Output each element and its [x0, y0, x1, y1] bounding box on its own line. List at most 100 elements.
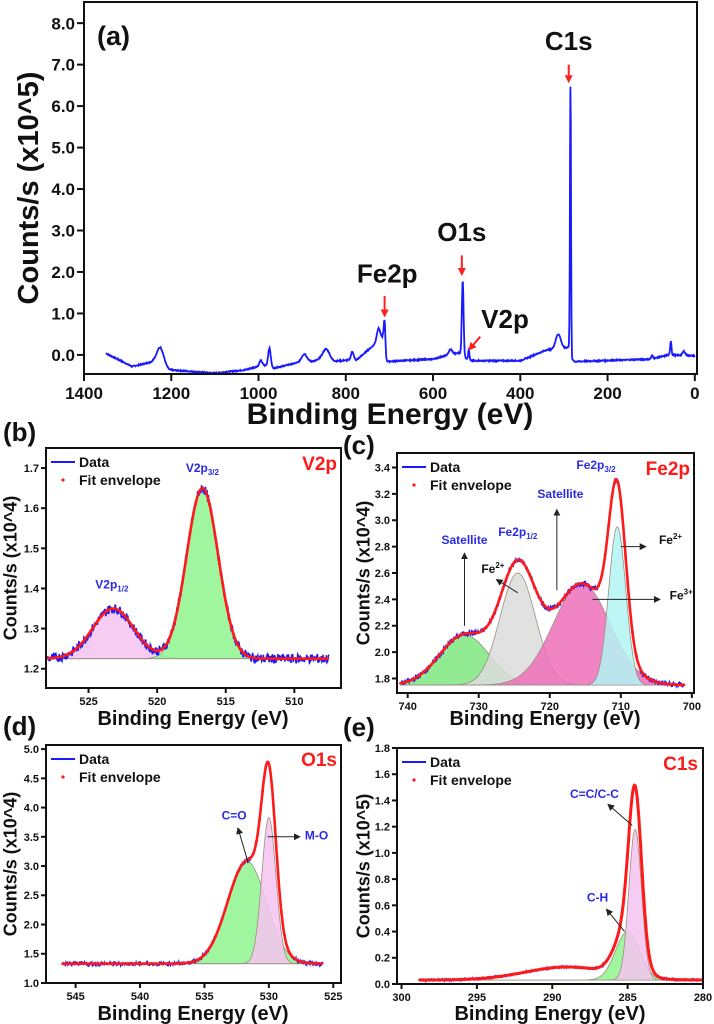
fit-envelope-dot — [503, 974, 507, 978]
legend-fit-swatch — [61, 478, 65, 482]
x-tick-label: 800 — [332, 384, 360, 403]
fit-envelope-dot — [292, 657, 296, 661]
fit-envelope-dot — [201, 486, 205, 490]
survey-spectrum-line — [105, 86, 696, 374]
fit-envelope-dot — [151, 962, 155, 966]
fit-envelope-dot — [140, 638, 144, 641]
x-tick-label: 530 — [260, 991, 278, 1003]
fit-envelope-dot — [111, 962, 115, 966]
fit-envelope-dot — [157, 649, 161, 653]
fit-envelope-dot — [544, 967, 547, 971]
fit-envelope-dot — [569, 587, 573, 591]
fit-envelope-dot — [639, 845, 643, 848]
data-line — [418, 783, 703, 984]
fit-envelope-dot — [69, 651, 73, 654]
fit-envelope-dot — [98, 962, 102, 966]
fit-envelope-dot — [416, 675, 420, 679]
peak-annotation: C-H — [587, 890, 608, 904]
fit-envelope-dot — [540, 967, 544, 971]
fit-envelope-dot — [106, 608, 110, 612]
x-axis-title: Binding Energy (eV) — [454, 1003, 645, 1024]
element-label: V2p — [302, 454, 337, 475]
fit-envelope-dot — [64, 962, 68, 966]
fit-envelope-dot — [453, 636, 457, 640]
fit-envelope-dot — [92, 962, 96, 966]
fit-envelope-dot — [448, 978, 452, 982]
plot-area — [46, 484, 330, 665]
y-tick-label: 0.6 — [375, 900, 390, 912]
fit-envelope-dot — [686, 978, 690, 982]
fit-envelope-dot — [605, 959, 609, 963]
panel-letter: (d) — [3, 711, 36, 741]
fit-envelope-dot — [220, 917, 224, 921]
fit-envelope-dot — [494, 607, 498, 611]
fit-envelope-dot — [402, 681, 406, 684]
fit-envelope-dot — [233, 879, 236, 883]
y-tick-label: 1.3 — [24, 624, 39, 636]
y-axis-title: Counts/s (x10^4) — [353, 501, 373, 646]
peak-annotation: M-O — [305, 829, 328, 843]
fit-envelope-dot — [654, 680, 658, 684]
y-tick-label: 1.5 — [24, 949, 39, 961]
fit-envelope-dot — [431, 978, 435, 982]
y-axis-title: Counts/s (x10^4) — [0, 792, 20, 937]
fit-envelope-dot — [470, 631, 474, 635]
x-tick-label: 700 — [683, 701, 701, 713]
fit-envelope-dot — [194, 500, 198, 504]
fit-envelope-dot — [114, 962, 118, 966]
fit-envelope-dot — [170, 629, 174, 632]
fit-envelope-dot — [666, 977, 670, 981]
y-tick-label: 2.0 — [51, 263, 75, 282]
fit-envelope-dot — [241, 651, 245, 654]
y-axis-title: Counts/s (x10^5) — [13, 72, 45, 305]
fit-envelope-dot — [501, 587, 505, 591]
fit-envelope-dot — [93, 623, 97, 627]
x-tick-label: 300 — [392, 992, 410, 1004]
fit-envelope-dot — [89, 628, 93, 632]
y-tick-label: 5.0 — [51, 139, 75, 158]
legend-data-label: Data — [430, 459, 461, 475]
panel-letter: (e) — [343, 712, 375, 742]
fit-envelope-dot — [435, 978, 439, 982]
y-tick-label: 1.0 — [24, 978, 39, 990]
fit-envelope-dot — [567, 965, 571, 969]
fit-envelope-dot — [214, 934, 218, 938]
fit-envelope-dot — [631, 630, 634, 634]
plot-area — [105, 86, 696, 374]
y-tick-label: 1.8 — [375, 743, 390, 755]
x-tick-label: 525 — [324, 991, 342, 1003]
fit-envelope-dot — [282, 657, 286, 661]
fit-envelope-dot — [433, 659, 437, 663]
legend-fit-label: Fit envelope — [430, 772, 512, 788]
fit-envelope-dot — [644, 675, 648, 679]
fit-envelope-dot — [484, 626, 488, 630]
fit-envelope-dot — [261, 789, 264, 793]
fit-envelope-dot — [573, 584, 576, 588]
fit-envelope-dot — [286, 946, 289, 950]
fit-envelope-dot — [316, 657, 319, 661]
fit-envelope-dot — [595, 966, 598, 970]
panel-e: Data Fit envelope C1s C=C/C-C C-H 300 295 290 28… — [343, 712, 712, 1024]
fit-envelope-dot — [192, 959, 196, 963]
plot-frame — [45, 744, 342, 984]
fit-envelope-dot — [682, 683, 686, 687]
fit-envelope-dot — [496, 975, 500, 979]
fit-component-2 — [419, 828, 703, 981]
fit-envelope-line — [62, 760, 323, 966]
fit-envelope-dot — [665, 682, 668, 686]
fit-envelope-dot — [224, 602, 228, 606]
fit-envelope-dot — [556, 603, 559, 607]
fit-envelope-dot — [288, 657, 292, 661]
panel-a: C1s O1s Fe2p V2p 1400 1200 1000 800 600 400 200 0 0.… — [13, 1, 700, 431]
fit-envelope-dot — [593, 587, 597, 591]
peak-label-c1s: C1s — [545, 26, 593, 56]
y-axis-title: Counts/s (x10^5) — [353, 794, 373, 939]
fit-envelope-dot — [428, 978, 432, 982]
fit-envelope-dot — [268, 657, 272, 661]
fit-envelope-dot — [153, 649, 157, 652]
fit-envelope-dot — [581, 966, 585, 970]
fit-envelope-dot — [113, 607, 117, 611]
fit-envelope-dot — [506, 973, 510, 977]
fit-envelope-dot — [486, 976, 490, 980]
